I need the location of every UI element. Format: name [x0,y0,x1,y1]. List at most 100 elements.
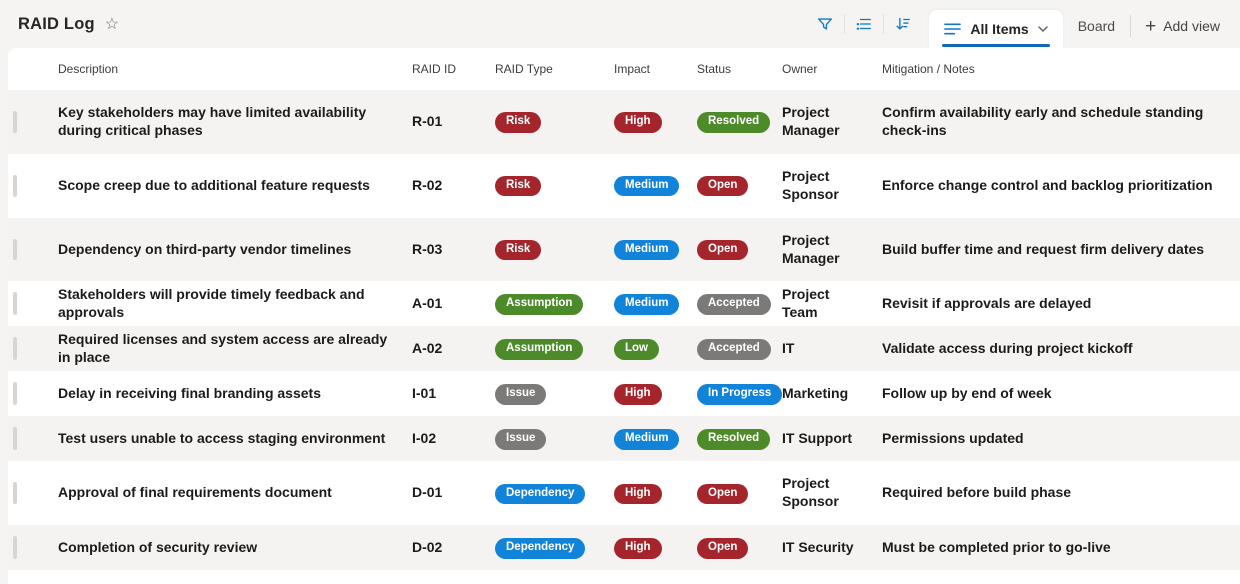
table-row[interactable]: Scope creep due to additional feature re… [8,153,1240,218]
tab-all-items[interactable]: All Items [929,10,1063,52]
row-description[interactable]: Delay in receiving final branding assets [58,384,321,401]
row-raid-id[interactable]: R-01 [412,112,443,129]
row-raid-id[interactable]: D-01 [412,484,443,501]
column-header[interactable]: RAID Type [495,62,553,76]
tab-separator [1130,15,1132,37]
status-badge[interactable]: Accepted [697,339,771,360]
row-raid-id[interactable]: R-03 [412,240,443,257]
row-raid-id[interactable]: I-01 [412,384,437,401]
row-raid-id[interactable]: D-02 [412,538,443,555]
row-description[interactable]: Scope creep due to additional feature re… [58,176,370,193]
impact-badge[interactable]: Medium [614,294,680,315]
impact-badge[interactable]: Medium [614,239,680,261]
table-row[interactable]: Key stakeholders may have limited availa… [8,90,1240,154]
column-header[interactable]: Mitigation / Notes [882,62,975,76]
tab-board[interactable]: Board [1077,18,1116,34]
toolbar-divider [883,14,885,34]
row-owner[interactable]: Project Manager [782,104,840,138]
status-badge[interactable]: Resolved [697,429,771,450]
raid-type-badge[interactable]: Issue [495,429,547,450]
row-mitigation[interactable]: Build buffer time and request firm deliv… [882,240,1205,257]
list-view-icon [944,23,962,35]
table-row[interactable]: Test users unable to access staging envi… [8,416,1240,462]
row-owner[interactable]: IT Support [782,429,852,446]
row-drag-handle[interactable] [8,285,58,322]
row-mitigation[interactable]: Follow up by end of week [882,384,1052,401]
status-badge[interactable]: Open [697,175,749,197]
row-drag-handle[interactable] [8,232,58,268]
column-header[interactable]: Owner [782,62,818,76]
add-view-button[interactable]: + Add view [1131,17,1224,36]
filter-button[interactable] [809,8,841,40]
row-owner[interactable]: Project Sponsor [782,167,839,202]
impact-badge[interactable]: High [614,483,662,505]
row-description[interactable]: Completion of security review [58,538,258,555]
raid-type-badge[interactable]: Risk [495,175,542,197]
table-row[interactable]: Completion of security review D-02 Depen… [8,525,1240,571]
row-description[interactable]: Test users unable to access staging envi… [58,429,386,446]
table-row[interactable]: Delay in receiving final branding assets… [8,371,1240,417]
sort-button[interactable] [887,8,919,40]
column-header[interactable]: RAID ID [412,62,457,76]
impact-badge[interactable]: Low [614,339,659,360]
row-description[interactable]: Stakeholders will provide timely feedbac… [58,286,365,320]
status-badge[interactable]: Open [697,483,749,505]
row-mitigation[interactable]: Revisit if approvals are delayed [882,294,1092,311]
row-owner[interactable]: Project Sponsor [782,475,839,510]
column-header[interactable]: Impact [614,62,651,76]
row-description[interactable]: Key stakeholders may have limited availa… [58,104,367,138]
status-badge[interactable]: Open [697,538,749,559]
table-row[interactable]: Stakeholders will provide timely feedbac… [8,281,1240,327]
table-row[interactable]: Required licenses and system access are … [8,326,1240,372]
impact-badge[interactable]: High [614,384,662,405]
row-raid-id[interactable]: A-01 [412,294,443,311]
row-owner[interactable]: Project Manager [782,231,840,266]
column-header[interactable]: Status [697,62,732,76]
row-mitigation[interactable]: Confirm availability early and schedule … [882,104,1204,138]
raid-type-badge[interactable]: Assumption [495,339,584,360]
row-mitigation[interactable]: Must be completed prior to go-live [882,538,1111,555]
row-drag-handle[interactable] [8,375,58,412]
raid-type-badge[interactable]: Dependency [495,538,586,559]
raid-type-badge[interactable]: Risk [495,239,542,261]
status-badge[interactable]: Accepted [697,294,771,315]
row-mitigation[interactable]: Required before build phase [882,484,1072,501]
row-description[interactable]: Approval of final requirements document [58,484,332,501]
row-mitigation[interactable]: Enforce change control and backlog prior… [882,176,1213,193]
favorite-star-icon[interactable]: ☆ [104,16,120,33]
top-bar: RAID Log ☆ All Items [0,0,1240,52]
row-drag-handle[interactable] [8,529,58,566]
row-drag-handle[interactable] [8,420,58,457]
table-row[interactable]: Approval of final requirements document … [8,461,1240,526]
impact-badge[interactable]: Medium [614,429,680,450]
page-title[interactable]: RAID Log [18,14,95,33]
impact-badge[interactable]: Medium [614,175,680,197]
raid-type-badge[interactable]: Assumption [495,294,584,315]
impact-badge[interactable]: High [614,538,662,559]
row-drag-handle[interactable] [8,475,58,511]
status-badge[interactable]: In Progress [697,384,783,405]
row-description[interactable]: Required licenses and system access are … [58,331,388,365]
column-header[interactable]: Description [58,62,119,76]
impact-badge[interactable]: High [614,112,662,133]
row-drag-handle[interactable] [8,104,58,140]
row-mitigation[interactable]: Validate access during project kickoff [882,339,1133,356]
raid-type-badge[interactable]: Dependency [495,483,586,505]
row-raid-id[interactable]: A-02 [412,339,443,356]
row-description[interactable]: Dependency on third-party vendor timelin… [58,240,352,257]
row-owner[interactable]: IT Security [782,538,854,555]
status-badge[interactable]: Open [697,239,749,261]
row-drag-handle[interactable] [8,330,58,367]
row-owner[interactable]: Marketing [782,384,849,401]
group-by-button[interactable] [848,8,880,40]
status-badge[interactable]: Resolved [697,112,771,133]
raid-type-badge[interactable]: Risk [495,112,542,133]
row-raid-id[interactable]: R-02 [412,176,443,193]
row-drag-handle[interactable] [8,168,58,204]
row-mitigation[interactable]: Permissions updated [882,429,1024,446]
row-raid-id[interactable]: I-02 [412,429,437,446]
row-owner[interactable]: IT [782,339,795,356]
table-row[interactable]: Dependency on third-party vendor timelin… [8,217,1240,282]
row-owner[interactable]: Project Team [782,286,830,320]
raid-type-badge[interactable]: Issue [495,384,547,405]
